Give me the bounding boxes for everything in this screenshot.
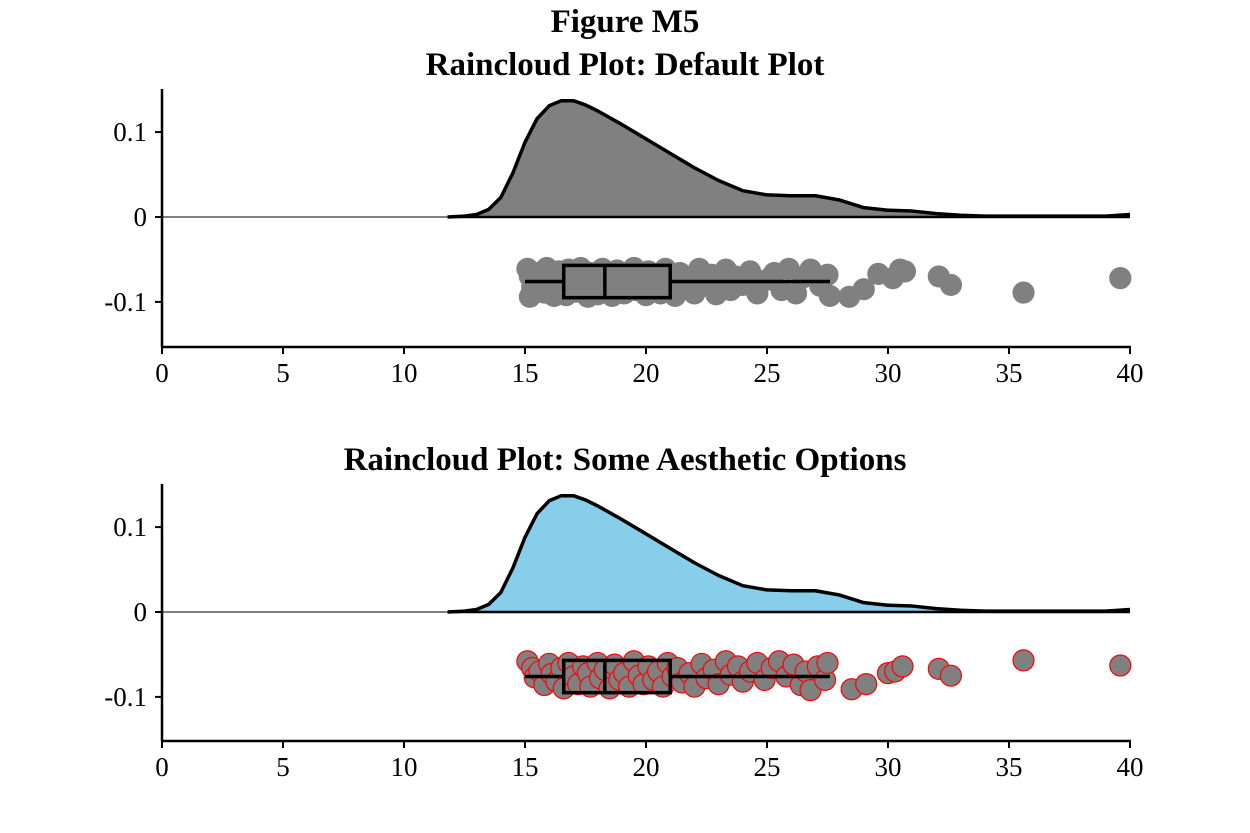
x-tick-label: 15 bbox=[512, 358, 539, 388]
x-tick-label: 20 bbox=[633, 752, 660, 782]
x-tick-label: 5 bbox=[276, 358, 290, 388]
x-tick-label: 25 bbox=[754, 752, 781, 782]
data-point bbox=[1012, 281, 1035, 304]
data-point bbox=[891, 655, 914, 678]
y-tick-label: 0.1 bbox=[113, 117, 147, 147]
y-tick-label: -0.1 bbox=[104, 287, 147, 317]
data-point bbox=[1109, 654, 1132, 677]
chart-panel-1: 0 5 10 15 20 25 30 35 40 0.1 0 -0.1 bbox=[104, 89, 1144, 388]
y-tick-label: 0 bbox=[134, 597, 148, 627]
figure-label: Figure M5 bbox=[550, 4, 700, 40]
x-tick-label: 40 bbox=[1117, 358, 1144, 388]
x-tick-label: 10 bbox=[391, 358, 418, 388]
chart-panel-2: 0 5 10 15 20 25 30 35 40 0.1 0 -0.1 bbox=[104, 484, 1144, 782]
y-tick-label: 0 bbox=[134, 202, 148, 232]
y-tick-label: 0.1 bbox=[113, 512, 147, 542]
box-iqr bbox=[561, 658, 672, 695]
data-point bbox=[893, 260, 917, 283]
data-point bbox=[939, 273, 963, 297]
data-point bbox=[1012, 649, 1035, 672]
data-point bbox=[1109, 267, 1132, 290]
x-tick-label: 35 bbox=[996, 752, 1023, 782]
x-tick-label: 20 bbox=[633, 358, 660, 388]
density-cloud bbox=[447, 495, 1130, 612]
x-tick-label: 5 bbox=[276, 752, 290, 782]
data-point bbox=[816, 651, 839, 675]
x-tick-label: 30 bbox=[875, 752, 902, 782]
x-tick-label: 30 bbox=[875, 358, 902, 388]
chart-2-title: Raincloud Plot: Some Aesthetic Options bbox=[343, 442, 907, 478]
box-iqr bbox=[561, 263, 672, 300]
chart-1-title: Raincloud Plot: Default Plot bbox=[425, 47, 825, 83]
x-tick-label: 15 bbox=[512, 752, 539, 782]
rain-points bbox=[516, 649, 1132, 702]
x-tick-label: 40 bbox=[1117, 752, 1144, 782]
x-tick-label: 35 bbox=[996, 358, 1023, 388]
data-point bbox=[852, 278, 875, 301]
density-cloud bbox=[447, 100, 1130, 217]
x-tick-label: 0 bbox=[155, 358, 169, 388]
x-tick-label: 0 bbox=[155, 752, 169, 782]
data-point bbox=[939, 664, 963, 687]
x-tick-label: 10 bbox=[391, 752, 418, 782]
data-point bbox=[818, 284, 842, 308]
y-tick-label: -0.1 bbox=[104, 682, 147, 712]
x-tick-label: 25 bbox=[754, 358, 781, 388]
data-point bbox=[855, 673, 878, 696]
